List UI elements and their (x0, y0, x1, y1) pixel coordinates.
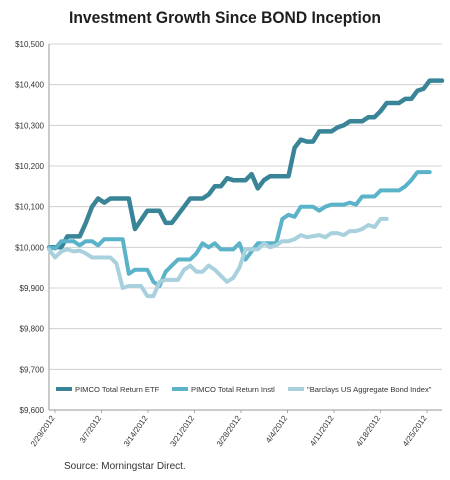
y-tick-label: $10,400 (15, 81, 44, 90)
legend-label: PIMCO Total Return Instl (191, 385, 275, 394)
series-line (46, 78, 445, 250)
x-tick-label: 2/29/2012 (29, 414, 57, 449)
x-tick-label: 3/21/2012 (168, 414, 196, 449)
series-line (47, 170, 432, 288)
x-tick-label: 3/28/2012 (215, 414, 243, 449)
source-note: Source: Morningstar Direct. (64, 461, 186, 472)
x-tick-label: 4/25/2012 (401, 414, 429, 449)
y-tick-label: $9,900 (20, 284, 45, 293)
x-tick-labels: 2/29/2012 3/7/2012 3/14/2012 3/21/2012 3/28/… (29, 414, 450, 449)
legend-label: PIMCO Total Return ETF (75, 385, 160, 394)
y-tick-label: $9,700 (20, 365, 45, 374)
series-line (47, 216, 389, 299)
legend-item: PIMCO Total Return Instl (172, 385, 275, 394)
x-tick-label: 4/18/2012 (354, 414, 382, 449)
y-tick-label: $10,200 (15, 162, 44, 171)
y-tick-label: $10,500 (15, 40, 44, 49)
axes (48, 44, 442, 413)
y-tick-label: $10,000 (15, 243, 44, 252)
legend-item: "Barclays US Aggregate Bond Index" (288, 385, 432, 394)
x-tick-label: 4/4/2012 (264, 414, 290, 445)
y-tick-label: $10,100 (15, 203, 44, 212)
series-lines (46, 78, 445, 299)
x-tick-label: 3/14/2012 (122, 414, 150, 449)
grid-lines (49, 43, 442, 411)
chart-title: Investment Growth Since BOND Inception (69, 8, 381, 27)
legend: PIMCO Total Return ETF PIMCO Total Return… (56, 385, 432, 394)
x-tick-label: 4/11/2012 (308, 414, 336, 448)
legend-label: "Barclays US Aggregate Bond Index" (307, 385, 432, 394)
y-tick-labels: $9,600 $9,700 $9,800 $9,900 $10,000 $10,100 $1… (15, 40, 44, 415)
y-tick-label: $10,300 (15, 121, 44, 130)
y-tick-label: $9,600 (20, 406, 45, 415)
y-tick-label: $9,800 (20, 325, 45, 334)
legend-item: PIMCO Total Return ETF (56, 385, 160, 394)
x-tick-label: 3/7/2012 (78, 414, 104, 445)
